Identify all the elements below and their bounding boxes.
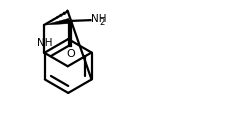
- Text: O: O: [66, 49, 75, 59]
- Text: NH: NH: [91, 14, 106, 24]
- Polygon shape: [44, 18, 70, 25]
- Text: NH: NH: [37, 38, 52, 48]
- Text: 2: 2: [99, 18, 104, 27]
